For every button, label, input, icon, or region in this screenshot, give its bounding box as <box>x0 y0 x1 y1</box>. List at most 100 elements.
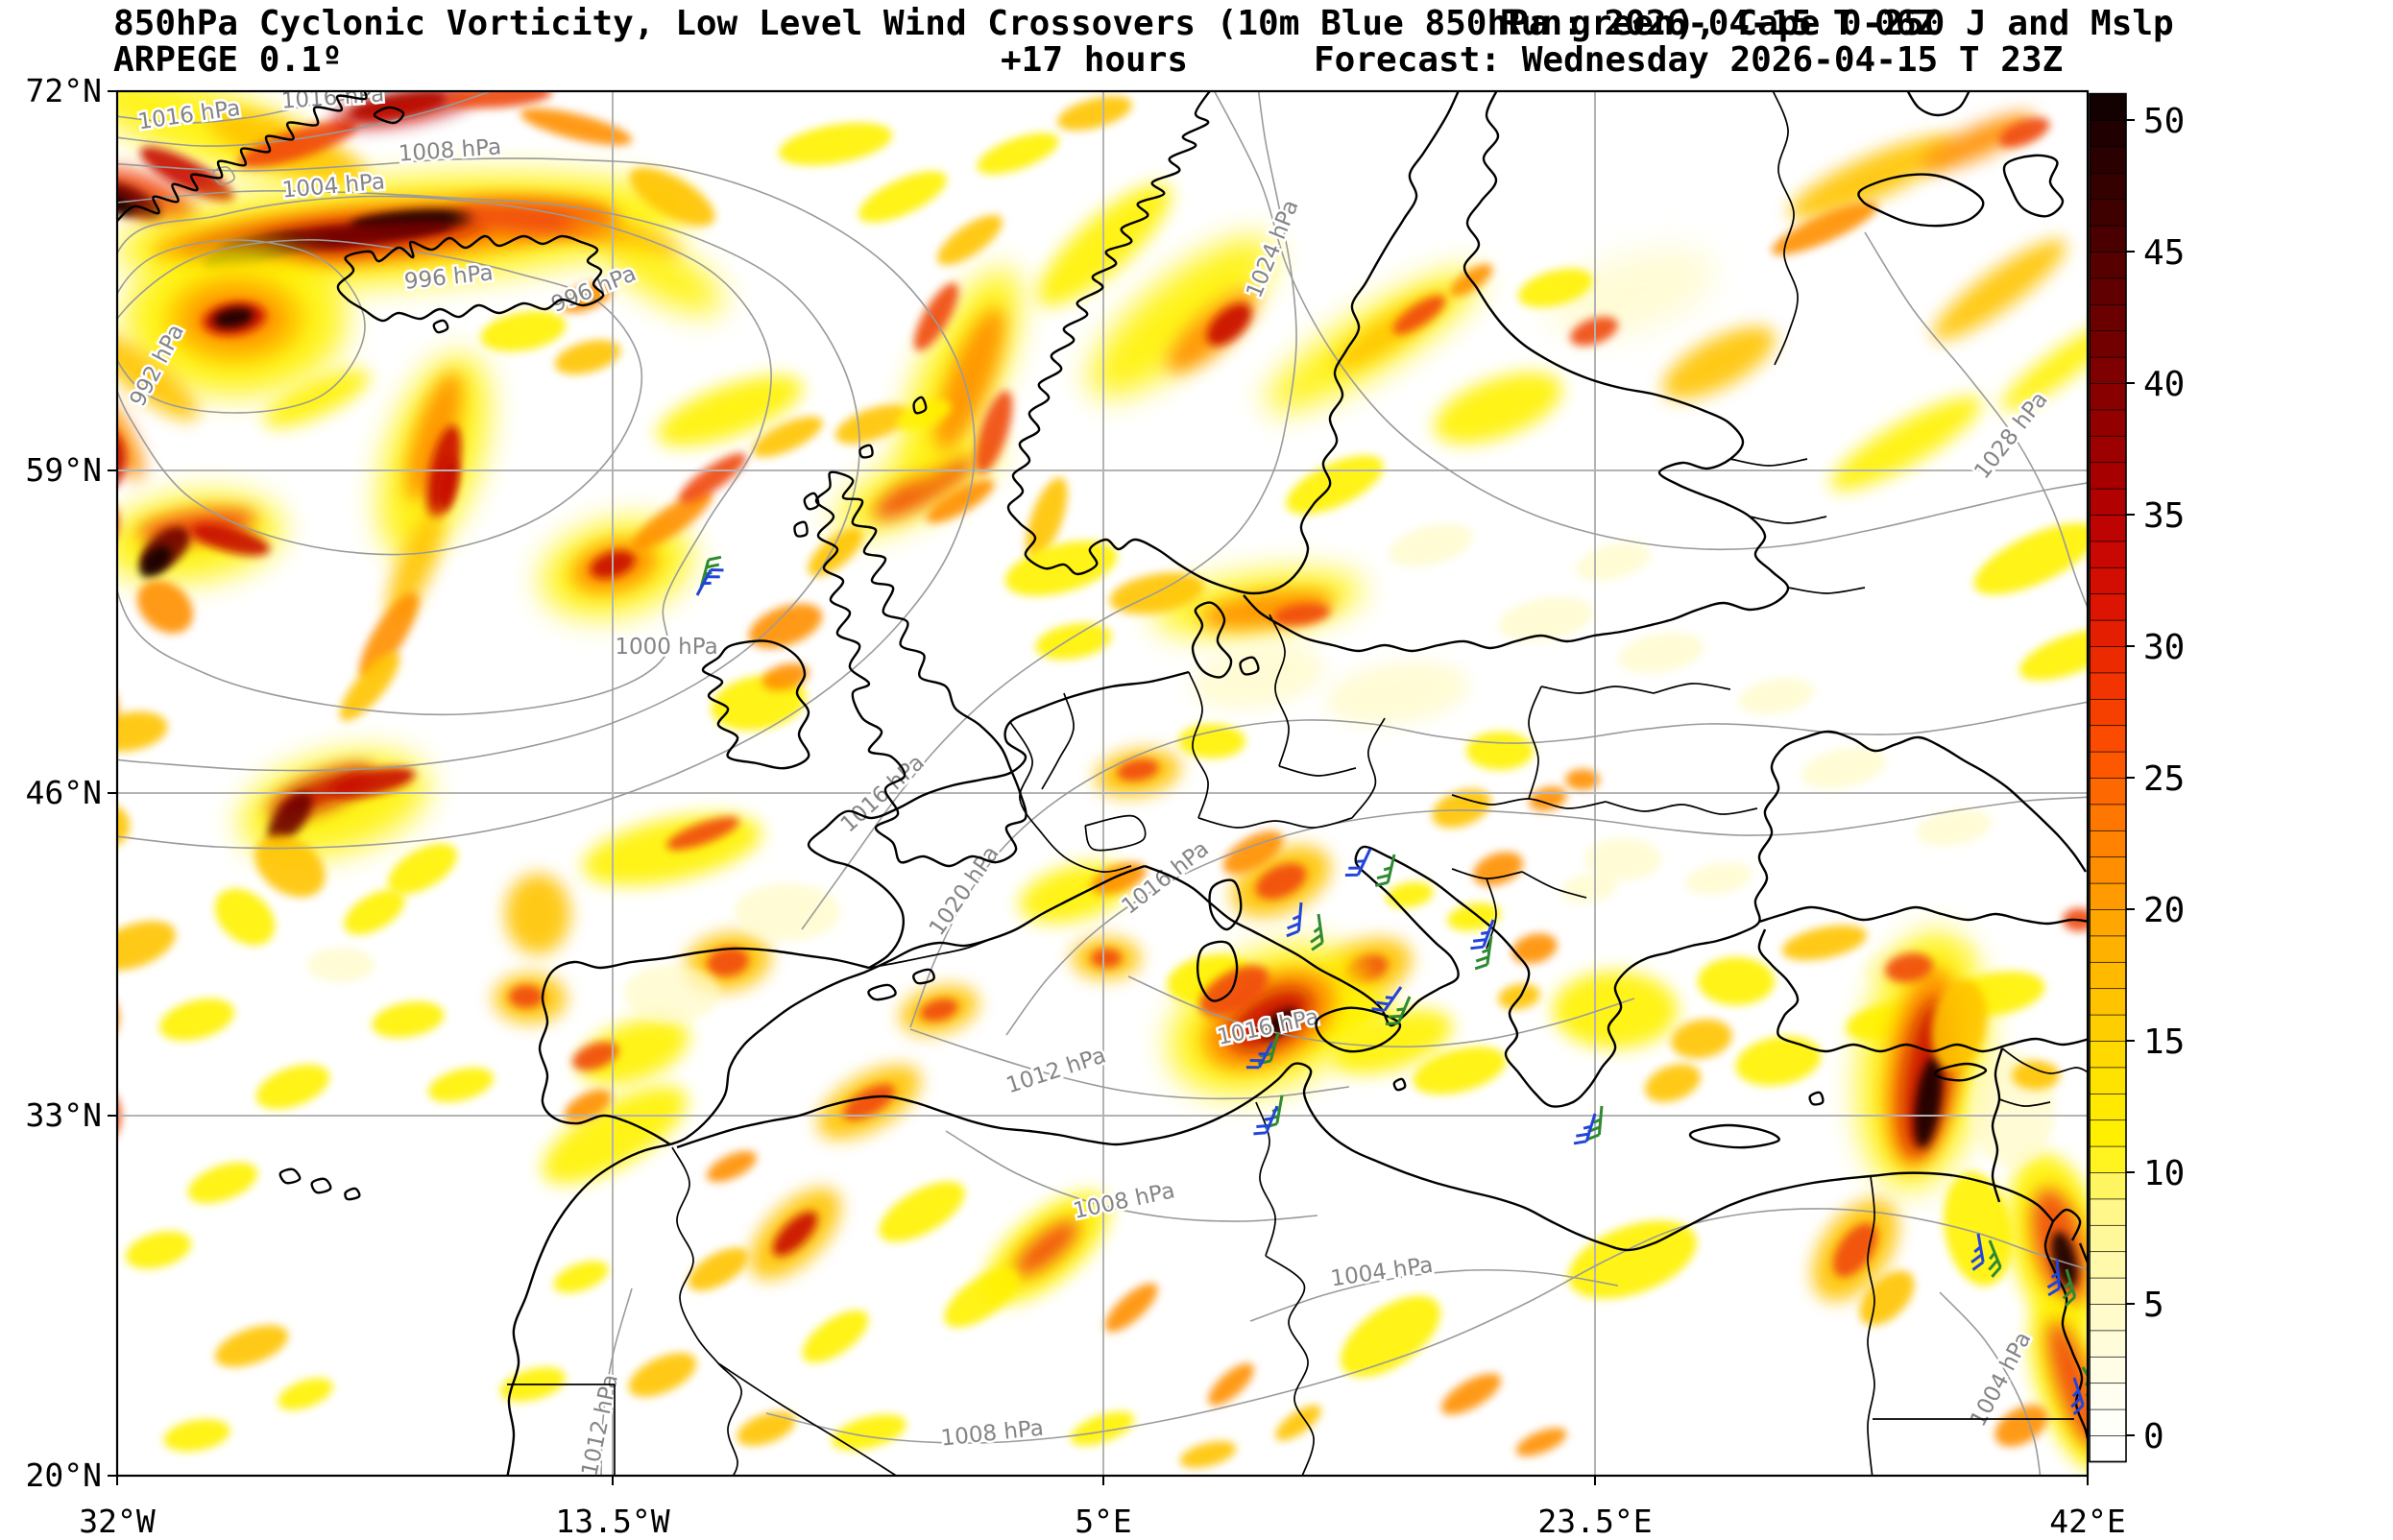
coastline <box>803 492 820 511</box>
x-axis-label: 23.5°E <box>1537 1503 1652 1540</box>
vorticity-blob <box>1386 881 1434 908</box>
axes: 32°W 13.5°W 5°E 23.5°E 42°E 72°N 59°N 46°N 33°N 2… <box>26 72 2126 1540</box>
vorticity-blob <box>1117 758 1159 782</box>
country-border <box>1605 801 1758 815</box>
isobar-label: 1000 hPa <box>615 635 717 660</box>
colorbar-segment <box>2089 146 2127 174</box>
coastline <box>676 1062 2054 1252</box>
country-border <box>1540 686 1655 694</box>
vorticity-blob <box>1198 965 1269 1017</box>
colorbar-segment <box>2089 830 2127 858</box>
vorticity-blob <box>748 603 823 649</box>
vorticity-blob <box>1089 237 1273 397</box>
wind-barb-850hpa-green <box>699 555 722 589</box>
coastline <box>344 1187 361 1201</box>
vorticity-blob <box>254 834 326 898</box>
colorbar-segment <box>2089 724 2127 753</box>
vorticity-blob <box>1698 957 1775 1005</box>
colorbar-tick-label: 0 <box>2143 1417 2164 1456</box>
vorticity-blob <box>117 711 168 752</box>
wind-barb-10m-blue <box>1344 848 1372 878</box>
colorbar-segment <box>2089 1277 2127 1305</box>
colorbar-segment <box>2089 1356 2127 1384</box>
country-border <box>1729 458 1808 467</box>
isobar-line <box>212 166 235 185</box>
vorticity-blob <box>307 948 375 982</box>
vorticity-blob <box>1286 455 1384 515</box>
isobar-line <box>117 239 643 556</box>
vorticity-blob <box>1830 397 1982 491</box>
country-border <box>1278 765 1357 777</box>
wind-barb-850hpa-green <box>1374 854 1396 887</box>
country-border <box>1269 614 1290 767</box>
vorticity-blob <box>735 883 840 941</box>
country-border <box>868 938 992 969</box>
colorbar-tick-label: 20 <box>2143 891 2185 930</box>
colorbar-tick-label: 35 <box>2143 496 2185 536</box>
wind-barb-10m-blue <box>1470 919 1495 950</box>
colorbar-segment <box>2089 461 2127 490</box>
colorbar-segment <box>2089 172 2127 201</box>
vorticity-blob <box>1222 830 1284 875</box>
coastline <box>1239 656 1260 676</box>
vorticity-blob <box>934 307 1005 451</box>
country-border <box>1787 587 1866 594</box>
colorbar-segment <box>2089 908 2127 937</box>
coastline <box>1243 91 1790 653</box>
vorticity-blob <box>1208 1363 1254 1406</box>
vorticity-blob <box>117 806 130 846</box>
isobar-label: 1012 hPa <box>1003 1043 1109 1098</box>
vorticity-blob <box>268 792 312 844</box>
vorticity-blob <box>1340 1295 1441 1378</box>
vorticity-blob <box>139 545 172 578</box>
vorticity-blob <box>1035 622 1112 661</box>
vorticity-blob <box>1914 1056 1943 1148</box>
vorticity-blob <box>344 889 405 935</box>
coastline <box>1315 1006 1402 1053</box>
colorbar-segment <box>2089 672 2127 700</box>
vorticity-blob <box>117 191 135 216</box>
vorticity-blob <box>564 1089 612 1123</box>
title-model: ARPEGE 0.1º <box>113 40 342 80</box>
colorbar-segments <box>2089 93 2127 1463</box>
vorticity-blob <box>835 404 908 445</box>
wind-barb-10m-blue <box>1970 1233 1985 1271</box>
isobar-line <box>765 1208 2088 1444</box>
vorticity-blob <box>553 1261 609 1293</box>
vorticity-blob <box>1916 808 1993 847</box>
country-border <box>1749 516 1827 524</box>
vorticity-blob <box>187 1162 258 1204</box>
isobar-line <box>117 91 494 147</box>
isobar-line <box>1864 231 2088 611</box>
vorticity-blob <box>117 921 176 971</box>
country-border <box>2001 1047 2088 1074</box>
vorticity-blob <box>238 120 357 168</box>
vorticity-blob <box>1738 677 1815 715</box>
colorbar-segment <box>2089 882 2127 910</box>
colorbar-segment <box>2089 119 2127 148</box>
vorticity-blob <box>1332 1009 1453 1074</box>
country-border <box>1998 1098 2051 1107</box>
colorbar-segment <box>2089 804 2127 831</box>
colorbar-tick-label: 15 <box>2143 1023 2185 1062</box>
colorbar-segment <box>2089 961 2127 990</box>
vorticity-blob <box>737 1411 796 1446</box>
vorticity-blob <box>1584 838 1661 880</box>
country-border <box>717 1362 898 1476</box>
colorbar-segment <box>2089 382 2127 411</box>
country-border <box>1351 717 1386 819</box>
colorbar-segment <box>2089 514 2127 542</box>
vorticity-blob <box>772 1211 818 1257</box>
wind-barb-10m-blue <box>2046 1259 2062 1297</box>
vorticity-blob <box>977 132 1059 175</box>
colorbar-segment <box>2089 987 2127 1016</box>
vorticity-blob <box>2000 323 2088 411</box>
coastline <box>701 639 810 770</box>
vorticity-blob <box>975 390 1013 474</box>
country-border <box>671 1146 742 1476</box>
isobar-label: 1004 hPa <box>1329 1253 1435 1292</box>
vorticity-blob <box>603 233 722 314</box>
vorticity-blob <box>832 1414 906 1451</box>
vorticity-blob <box>1781 925 1868 961</box>
